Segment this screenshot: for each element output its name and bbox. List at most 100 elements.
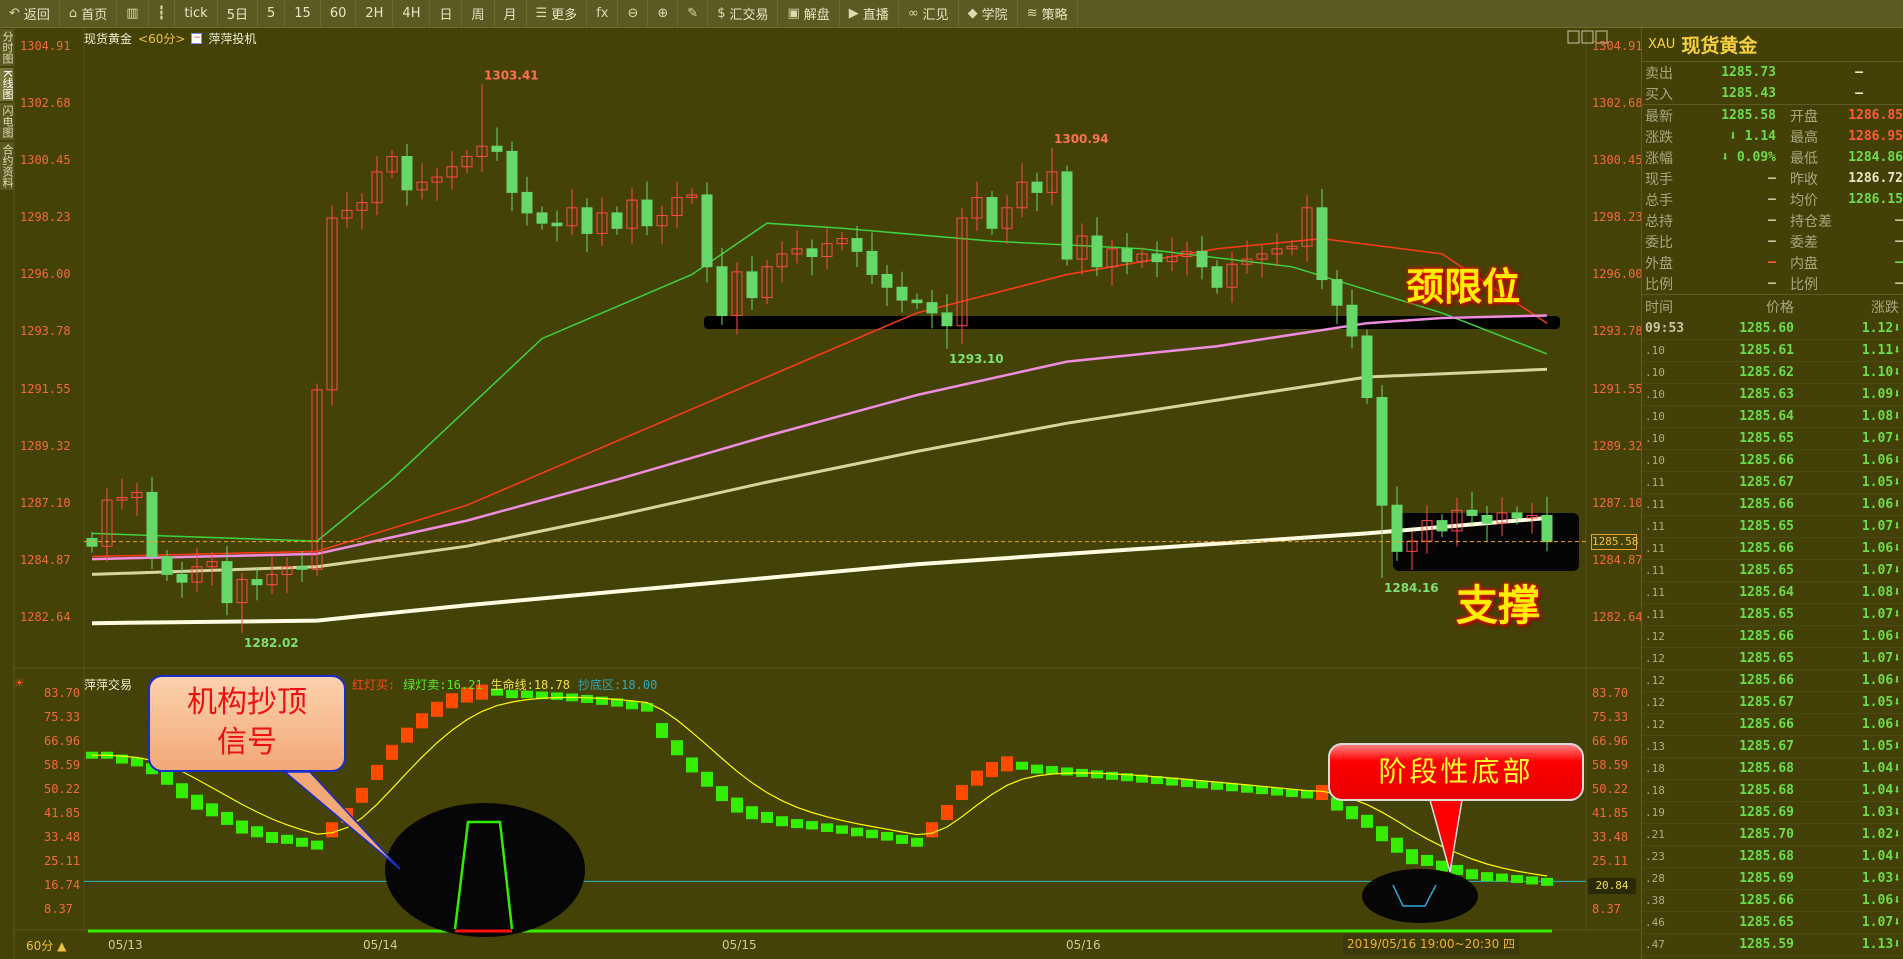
chart-nav-icon[interactable] bbox=[1581, 30, 1594, 44]
zoom-in-button[interactable]: ⊕ bbox=[648, 0, 679, 27]
bid-ask: 卖出 1285.73 — 买入 1285.43 — bbox=[1642, 62, 1903, 104]
toolbar-button[interactable]: 日 bbox=[430, 0, 463, 27]
indicator-bar-green bbox=[1436, 860, 1448, 872]
moving-average-line bbox=[91, 367, 1548, 576]
toolbar-button[interactable]: 2H bbox=[356, 0, 394, 27]
dollar-icon: $ bbox=[717, 6, 726, 21]
side-tab[interactable]: 分时图 bbox=[0, 29, 14, 66]
toolbar-button[interactable]: 周 bbox=[462, 0, 495, 27]
tick-change-value: 1.13 bbox=[1861, 937, 1894, 952]
tick-time: .12 bbox=[1645, 652, 1665, 665]
candle-up bbox=[326, 217, 338, 391]
toolbar-label: 60 bbox=[329, 6, 347, 21]
quote-value: ⬇ 1.14 bbox=[1729, 129, 1776, 144]
toolbar-button[interactable]: 60 bbox=[321, 0, 357, 27]
toolbar-button[interactable]: ▣ 解盘 bbox=[778, 0, 840, 27]
side-tab[interactable]: 合约资料 bbox=[0, 142, 14, 191]
tick-header-change: 涨跌 bbox=[1871, 299, 1899, 316]
candle-up bbox=[1136, 253, 1148, 263]
tick-change: 1.03⬇ bbox=[1794, 805, 1903, 820]
indicator-bar-green bbox=[1061, 767, 1073, 776]
toolbar-button[interactable]: 5日 bbox=[218, 0, 258, 27]
indicator-bar-green bbox=[581, 694, 593, 703]
quote-label: 总手 bbox=[1645, 192, 1673, 209]
chart-nav-icon[interactable] bbox=[1567, 30, 1580, 44]
quote-value: 1286.85 bbox=[1848, 108, 1903, 123]
indicator-bar-green bbox=[491, 688, 503, 696]
indicator-bar-red bbox=[941, 805, 953, 821]
price-axis-label-right: 1296.00 bbox=[1592, 267, 1643, 282]
zoom-out-icon: ⊖ bbox=[627, 6, 639, 21]
tick-change: 1.08⬇ bbox=[1794, 409, 1903, 424]
candlestick-button[interactable]: ┇ bbox=[149, 0, 176, 27]
toolbar-button[interactable]: ⌂ 首页 bbox=[60, 0, 118, 27]
quote-value: — bbox=[1768, 192, 1776, 207]
toolbar-button[interactable]: ≋ 策略 bbox=[1018, 0, 1078, 27]
toolbar-button[interactable]: 5 bbox=[258, 0, 286, 27]
indicator-bar-red bbox=[1001, 756, 1013, 772]
zoom-out-button[interactable]: ⊖ bbox=[618, 0, 649, 27]
candle-up bbox=[1301, 207, 1313, 247]
indicator-value-label: 20.84 bbox=[1588, 878, 1636, 894]
current-price-label: 1285.58 bbox=[1591, 534, 1639, 550]
toolbar-label: 2H bbox=[365, 6, 384, 21]
toolbar-button[interactable]: ▶ 直播 bbox=[840, 0, 899, 27]
chart-nav-icon[interactable] bbox=[1595, 30, 1608, 44]
tick-row: .11 1285.66 1.06⬇ bbox=[1642, 538, 1903, 560]
toolbar-button[interactable]: 4H bbox=[393, 0, 431, 27]
toolbar-button[interactable]: ◆ 学院 bbox=[959, 0, 1018, 27]
tick-change: 1.04⬇ bbox=[1794, 849, 1903, 864]
toolbar-label: 学院 bbox=[981, 8, 1008, 23]
indicator-bar-green bbox=[296, 837, 308, 847]
period-label: <60分> bbox=[138, 32, 186, 46]
tick-time: .11 bbox=[1645, 476, 1665, 489]
lifeline-curve bbox=[92, 696, 1548, 877]
candle-up bbox=[791, 248, 803, 255]
side-tab[interactable]: 闪电图 bbox=[0, 103, 14, 141]
period-button[interactable]: 60分 ▲ bbox=[26, 939, 67, 953]
quote-value: — bbox=[1768, 171, 1776, 186]
tick-price: 1285.65 bbox=[1739, 431, 1794, 446]
quote-row: 委比 — 委差 — bbox=[1642, 231, 1903, 252]
tick-change-value: 1.04 bbox=[1861, 849, 1894, 864]
tick-price: 1285.65 bbox=[1739, 607, 1794, 622]
tick-row: .12 1285.66 1.06⬇ bbox=[1642, 714, 1903, 736]
tick-change: 1.06⬇ bbox=[1794, 629, 1903, 644]
tick-time: .12 bbox=[1645, 674, 1665, 687]
toolbar-button[interactable]: ↶ 返回 bbox=[0, 0, 60, 27]
fx-button[interactable]: fx bbox=[587, 0, 619, 27]
toolbar-button[interactable]: 15 bbox=[285, 0, 321, 27]
tick-change-value: 1.06 bbox=[1861, 497, 1894, 512]
toolbar-button[interactable]: ☰ 更多 bbox=[527, 0, 588, 27]
tick-list[interactable]: 09:53 1285.60 1.12⬇ .10 1285.61 1.11⬇ .10 1285.… bbox=[1642, 318, 1903, 956]
indicator-bar-green bbox=[626, 700, 638, 710]
quote-value: — bbox=[1768, 213, 1776, 228]
indicator-name: 萍萍投机 bbox=[208, 32, 257, 46]
indicator-bar-green bbox=[1406, 849, 1418, 865]
indicator-bar-green bbox=[1286, 788, 1298, 797]
pencil-button[interactable]: ✎ bbox=[678, 0, 709, 27]
tick-price: 1285.65 bbox=[1739, 519, 1794, 534]
candle-up bbox=[416, 181, 428, 191]
price-axis-label-left: 1293.78 bbox=[20, 324, 71, 339]
toolbar-button[interactable]: tick bbox=[175, 0, 218, 27]
tick-change-value: 1.07 bbox=[1861, 563, 1894, 578]
indicator-bar-green bbox=[1211, 781, 1223, 790]
toolbar-button[interactable]: ∞ 汇见 bbox=[899, 0, 959, 27]
tick-row: .10 1285.64 1.08⬇ bbox=[1642, 406, 1903, 428]
price-axis-label-left: 1289.32 bbox=[20, 438, 71, 453]
tick-time: .10 bbox=[1645, 388, 1665, 401]
tick-time: .21 bbox=[1645, 828, 1665, 841]
candle-down bbox=[251, 579, 263, 586]
toolbar-button[interactable]: $ 汇交易 bbox=[708, 0, 779, 27]
side-tab[interactable]: K线图 bbox=[0, 68, 14, 102]
indicator-bar-green bbox=[596, 696, 608, 705]
indicator-settings-icon[interactable]: ☀ bbox=[14, 676, 25, 690]
price-axis-label-left: 1304.91 bbox=[20, 39, 71, 53]
quote-name: 现货黄金 bbox=[1681, 35, 1758, 57]
candle-down bbox=[806, 248, 818, 258]
bar-chart-button[interactable]: ▥ bbox=[117, 0, 149, 27]
toolbar-label: 15 bbox=[294, 6, 311, 21]
indicator-bar-green bbox=[821, 823, 833, 832]
toolbar-button[interactable]: 月 bbox=[495, 0, 527, 27]
